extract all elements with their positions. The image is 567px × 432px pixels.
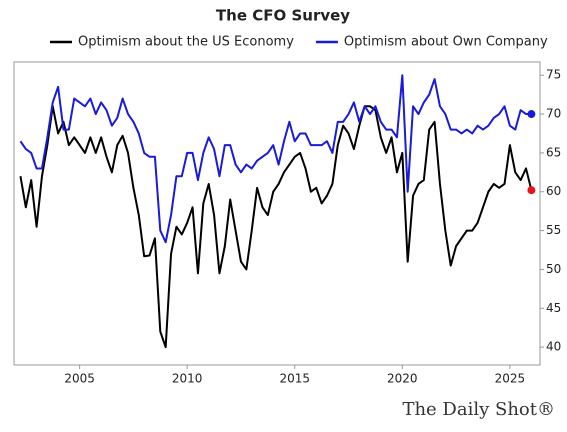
end-marker bbox=[527, 110, 536, 119]
source-logo: The Daily Shot® bbox=[402, 399, 555, 420]
y-tick-label: 40 bbox=[546, 340, 561, 354]
x-tick-label: 2015 bbox=[279, 372, 310, 386]
series-line bbox=[19, 105, 533, 349]
legend-label: Optimism about Own Company bbox=[344, 35, 548, 50]
y-tick-label: 65 bbox=[546, 145, 561, 159]
y-tick-label: 60 bbox=[546, 184, 561, 198]
legend-label: Optimism about the US Economy bbox=[78, 35, 294, 50]
y-tick-label: 55 bbox=[546, 223, 561, 237]
chart-title: The CFO Survey bbox=[216, 7, 350, 25]
plot-frame bbox=[13, 61, 541, 366]
y-tick-label: 50 bbox=[546, 262, 561, 276]
x-tick-label: 2025 bbox=[495, 372, 526, 386]
y-tick-label: 45 bbox=[546, 301, 561, 315]
y-tick-label: 70 bbox=[546, 107, 561, 121]
x-tick-label: 2020 bbox=[387, 372, 418, 386]
series-line bbox=[19, 74, 532, 244]
x-tick-label: 2005 bbox=[64, 372, 95, 386]
x-tick-label: 2010 bbox=[172, 372, 203, 386]
y-tick-label: 75 bbox=[546, 68, 561, 82]
end-marker bbox=[527, 186, 536, 195]
